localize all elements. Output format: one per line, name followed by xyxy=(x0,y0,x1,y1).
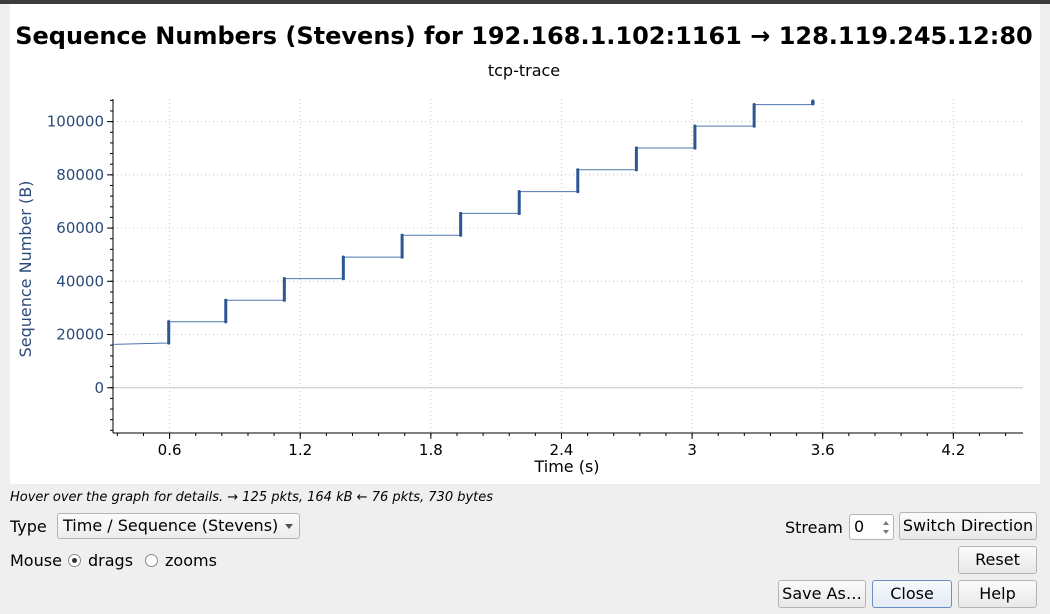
spin-up-icon[interactable] xyxy=(883,521,889,525)
x-tick-label: 1.8 xyxy=(419,441,443,459)
switch-direction-button[interactable]: Switch Direction xyxy=(899,512,1037,540)
y-tick-label: 0 xyxy=(94,379,104,397)
chevron-down-icon xyxy=(285,524,293,529)
x-axis-label: Time (s) xyxy=(533,457,599,476)
help-button[interactable]: Help xyxy=(958,580,1037,608)
chart-subtitle: tcp-trace xyxy=(488,61,560,80)
stream-spinbox[interactable]: 0 xyxy=(849,514,894,540)
data-point xyxy=(517,190,521,194)
data-point xyxy=(693,124,697,128)
mouse-label: Mouse xyxy=(10,551,62,570)
x-tick-label: 4.2 xyxy=(941,441,965,459)
y-tick-label: 60000 xyxy=(56,219,104,237)
save-as-button[interactable]: Save As… xyxy=(778,580,866,608)
type-label: Type xyxy=(10,517,47,536)
data-point xyxy=(167,320,171,324)
reset-button[interactable]: Reset xyxy=(958,546,1037,574)
x-tick-label: 3.6 xyxy=(811,441,835,459)
x-tick-label: 3 xyxy=(687,441,697,459)
y-tick-label: 40000 xyxy=(56,272,104,290)
close-button[interactable]: Close xyxy=(872,580,952,608)
y-tick-label: 20000 xyxy=(56,326,104,344)
sequence-plot[interactable]: Sequence Numbers (Stevens) for 192.168.1… xyxy=(10,4,1040,484)
data-point xyxy=(752,102,756,107)
data-point xyxy=(341,255,345,259)
data-point xyxy=(224,298,228,302)
y-tick-label: 80000 xyxy=(56,166,104,184)
axes xyxy=(112,99,1023,434)
stream-value: 0 xyxy=(854,517,865,536)
spin-down-icon[interactable] xyxy=(883,530,889,534)
data-point xyxy=(811,99,815,103)
graph-type-select[interactable]: Time / Sequence (Stevens) xyxy=(57,513,300,539)
drags-radio[interactable] xyxy=(68,554,81,567)
y-axis-ticks: 0 20000 40000 60000 80000 100000 xyxy=(47,99,113,431)
data-point xyxy=(459,211,463,216)
zooms-label[interactable]: zooms xyxy=(165,551,217,570)
y-tick-label: 100000 xyxy=(47,113,104,131)
x-axis-ticks: 0.6 1.2 1.8 2.4 3 3.6 4.2 xyxy=(116,433,1007,459)
chart-title: Sequence Numbers (Stevens) for 192.168.1… xyxy=(15,22,1033,50)
data-point xyxy=(282,277,286,281)
x-tick-label: 0.6 xyxy=(158,441,182,459)
stream-label: Stream xyxy=(785,518,843,537)
series-step-line xyxy=(112,101,814,345)
y-axis-label: Sequence Number (B) xyxy=(16,181,35,358)
zooms-radio[interactable] xyxy=(145,554,158,567)
drags-label[interactable]: drags xyxy=(88,551,134,570)
window-top-border xyxy=(0,0,1050,4)
graph-canvas[interactable]: Sequence Numbers (Stevens) for 192.168.1… xyxy=(10,4,1040,484)
grid-lines xyxy=(113,99,1023,433)
data-point xyxy=(400,233,404,237)
data-point xyxy=(576,168,580,172)
status-hint: Hover over the graph for details. → 125 … xyxy=(10,490,494,505)
x-tick-label: 2.4 xyxy=(550,441,574,459)
graph-type-value: Time / Sequence (Stevens) xyxy=(63,516,279,535)
series-sequence xyxy=(112,99,815,345)
data-point xyxy=(634,146,638,150)
x-tick-label: 1.2 xyxy=(288,441,312,459)
